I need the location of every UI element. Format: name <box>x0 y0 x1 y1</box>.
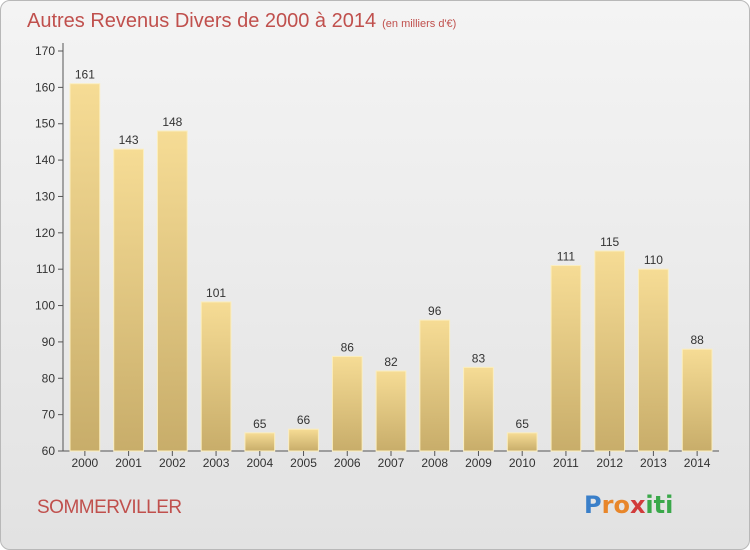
y-tick-label: 130 <box>35 189 55 203</box>
x-tick-label: 2011 <box>553 456 579 470</box>
bar-value-label: 101 <box>206 286 226 300</box>
y-tick-label: 150 <box>35 117 55 131</box>
x-tick-label: 2007 <box>378 456 405 470</box>
bar-value-label: 115 <box>600 235 619 249</box>
bar-value-label: 96 <box>428 304 442 318</box>
bar-value-label: 161 <box>75 68 95 82</box>
bar <box>156 130 188 452</box>
y-tick-label: 120 <box>35 226 55 240</box>
y-tick-label: 140 <box>35 153 55 167</box>
logo-letter: t <box>653 491 666 519</box>
x-tick-label: 2010 <box>509 456 536 470</box>
y-tick-label: 90 <box>42 335 56 349</box>
y-tick-label: 110 <box>36 262 55 276</box>
x-tick-label: 2001 <box>115 456 142 470</box>
y-tick-label: 100 <box>35 299 55 313</box>
bar <box>463 366 494 452</box>
bar-value-label: 88 <box>690 333 704 347</box>
logo-letter: o <box>613 491 630 519</box>
x-tick-label: 2004 <box>246 456 273 470</box>
x-tick-label: 2000 <box>72 456 99 470</box>
bar-value-label: 65 <box>253 417 267 431</box>
x-tick-label: 2014 <box>684 456 711 470</box>
bar <box>375 370 407 452</box>
x-tick-label: 2013 <box>640 456 667 470</box>
bar-value-label: 110 <box>644 253 663 267</box>
bar <box>594 250 626 452</box>
bar-value-label: 66 <box>297 413 311 427</box>
bar <box>506 432 538 452</box>
x-tick-label: 2006 <box>334 456 361 470</box>
bar <box>638 268 669 452</box>
bar <box>113 148 144 452</box>
logo-letter: P <box>584 491 602 519</box>
chart-subtitle: (en milliers d'€) <box>382 18 457 30</box>
x-tick-label: 2008 <box>421 456 448 470</box>
logo-letter: i <box>665 491 674 519</box>
bar <box>69 83 101 452</box>
bar <box>550 265 582 452</box>
bar <box>331 355 363 452</box>
chart-title-text: Autres Revenus Divers de 2000 à 2014 <box>27 10 377 32</box>
city-name: SOMMERVILLER <box>37 497 182 518</box>
y-tick-label: 160 <box>35 80 55 94</box>
x-tick-label: 2003 <box>203 456 230 470</box>
chart-title: Autres Revenus Divers de 2000 à 2014 (en … <box>27 10 456 33</box>
bar <box>200 301 232 452</box>
y-tick-label: 80 <box>42 371 56 385</box>
bar-value-label: 111 <box>557 250 576 264</box>
x-tick-label: 2012 <box>596 456 623 470</box>
bar-value-label: 82 <box>384 355 398 369</box>
x-tick-label: 2009 <box>465 456 492 470</box>
x-tick-label: 2005 <box>290 456 317 470</box>
bar <box>244 432 276 452</box>
bar-value-label: 86 <box>341 340 355 354</box>
y-tick-label: 70 <box>42 408 56 422</box>
bar-value-label: 148 <box>162 115 182 129</box>
bar-value-label: 83 <box>472 351 486 365</box>
bar <box>288 428 319 452</box>
x-tick-label: 2002 <box>159 456 186 470</box>
logo-letter: r <box>601 491 614 519</box>
proxiti-logo: Proxiti <box>584 491 673 519</box>
bar-value-label: 143 <box>119 133 139 147</box>
bar <box>419 319 451 452</box>
logo-letter: i <box>645 491 654 519</box>
y-tick-label: 170 <box>35 44 55 58</box>
bar-value-label: 65 <box>516 417 530 431</box>
y-tick-label: 60 <box>42 444 56 458</box>
logo-letter: x <box>629 491 646 519</box>
bar <box>681 348 713 452</box>
